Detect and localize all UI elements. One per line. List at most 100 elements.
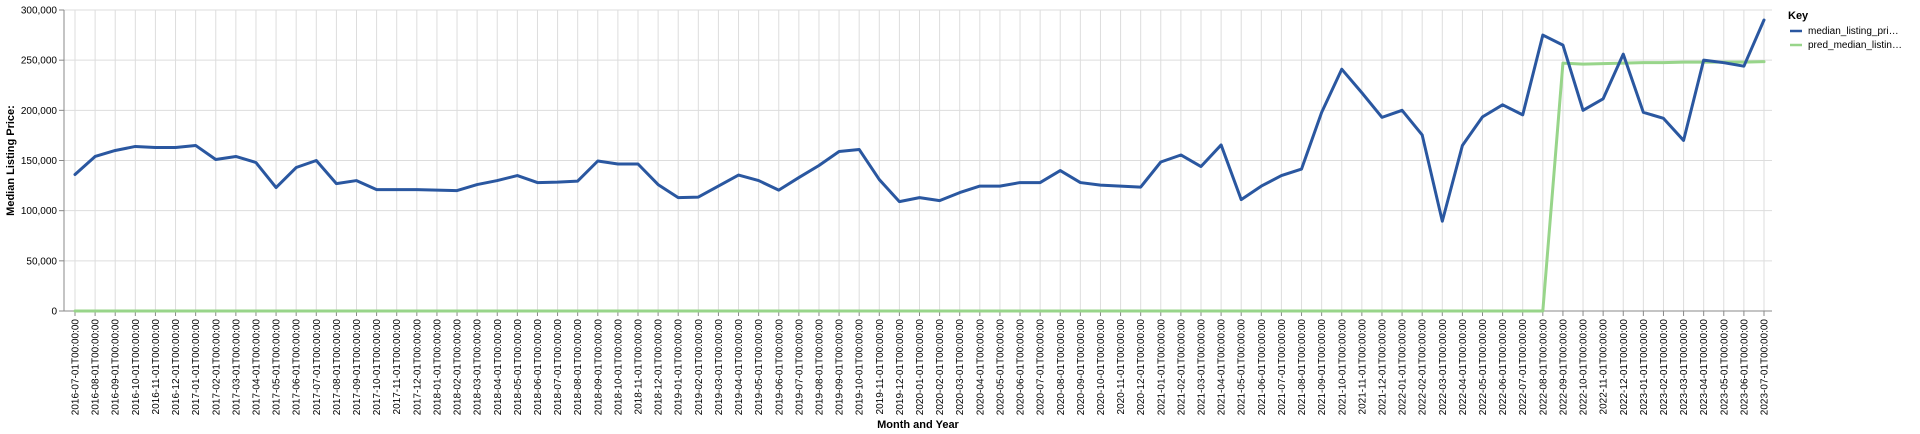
x-tick-label: 2021-11-01T00:00:00 — [1357, 319, 1368, 415]
x-tick-label: 2021-12-01T00:00:00 — [1377, 319, 1388, 416]
x-tick-label: 2023-07-01T00:00:00 — [1760, 319, 1771, 416]
y-tick-label: 200,000 — [21, 106, 58, 117]
x-tick-label: 2023-04-01T00:00:00 — [1699, 319, 1710, 416]
x-tick-label: 2019-05-01T00:00:00 — [754, 319, 765, 416]
x-tick-label: 2021-01-01T00:00:00 — [1156, 319, 1167, 416]
x-tick-label: 2018-10-01T00:00:00 — [613, 319, 624, 416]
x-tick-label: 2022-07-01T00:00:00 — [1518, 319, 1529, 416]
x-tick-label: 2018-09-01T00:00:00 — [593, 319, 604, 416]
series-line-median-listing-price — [73, 18, 1766, 223]
x-tick-label: 2022-08-01T00:00:00 — [1538, 319, 1549, 416]
x-tick-label: 2019-04-01T00:00:00 — [734, 319, 745, 416]
x-tick-label: 2017-09-01T00:00:00 — [352, 319, 363, 416]
x-tick-label: 2020-07-01T00:00:00 — [1036, 319, 1047, 416]
x-tick-label: 2017-04-01T00:00:00 — [251, 319, 262, 416]
x-tick-label: 2016-12-01T00:00:00 — [171, 319, 182, 416]
x-tick-label: 2023-01-01T00:00:00 — [1639, 319, 1650, 416]
x-tick-label: 2017-05-01T00:00:00 — [272, 319, 283, 416]
grid-lines — [64, 9, 1772, 312]
y-tick-label: 50,000 — [26, 256, 57, 267]
x-tick-label: 2020-11-01T00:00:00 — [1116, 319, 1127, 415]
x-tick-label: 2019-02-01T00:00:00 — [694, 319, 705, 416]
x-tick-label: 2020-09-01T00:00:00 — [1076, 319, 1087, 416]
x-tick-label: 2023-05-01T00:00:00 — [1719, 319, 1730, 416]
x-tick-label: 2022-09-01T00:00:00 — [1558, 319, 1569, 416]
legend: Key median_listing_pri… pred_median_listi… — [1788, 10, 1902, 51]
x-tick-label: 2018-07-01T00:00:00 — [553, 319, 564, 416]
x-tick-label: 2017-01-01T00:00:00 — [191, 319, 202, 416]
x-tick-label: 2022-04-01T00:00:00 — [1458, 319, 1469, 416]
x-axis: 2016-07-01T00:00:00 2016-08-01T00:00:00 20… — [64, 310, 1772, 416]
x-tick-label: 2022-06-01T00:00:00 — [1498, 319, 1509, 416]
x-tick-label: 2019-12-01T00:00:00 — [895, 319, 906, 416]
x-tick-label: 2021-07-01T00:00:00 — [1277, 319, 1288, 416]
y-tick-label: 300,000 — [21, 6, 58, 17]
x-tick-label: 2016-07-01T00:00:00 — [71, 319, 82, 416]
x-tick-label: 2020-02-01T00:00:00 — [935, 319, 946, 416]
x-tick-label: 2020-05-01T00:00:00 — [995, 319, 1006, 416]
x-tick-label: 2021-10-01T00:00:00 — [1337, 319, 1348, 416]
series-lines — [73, 18, 1766, 313]
x-tick-label: 2022-02-01T00:00:00 — [1418, 319, 1429, 416]
x-axis-title: Month and Year — [877, 419, 959, 431]
x-tick-label: 2016-11-01T00:00:00 — [151, 319, 162, 415]
x-tick-label: 2023-02-01T00:00:00 — [1659, 319, 1670, 416]
x-tick-label: 2018-01-01T00:00:00 — [432, 319, 443, 416]
x-tick-label: 2018-08-01T00:00:00 — [573, 319, 584, 416]
x-tick-label: 2021-06-01T00:00:00 — [1257, 319, 1268, 416]
legend-label: median_listing_pri… — [1808, 26, 1899, 37]
x-tick-label: 2022-03-01T00:00:00 — [1438, 319, 1449, 416]
x-tick-label: 2019-06-01T00:00:00 — [774, 319, 785, 416]
x-tick-label: 2020-12-01T00:00:00 — [1136, 319, 1147, 416]
y-tick-label: 100,000 — [21, 206, 58, 217]
x-tick-label: 2019-08-01T00:00:00 — [814, 319, 825, 416]
x-tick-label: 2018-11-01T00:00:00 — [634, 319, 645, 415]
x-tick-label: 2016-08-01T00:00:00 — [91, 319, 102, 416]
x-tick-label: 2023-03-01T00:00:00 — [1679, 319, 1690, 416]
x-tick-label: 2022-11-01T00:00:00 — [1599, 319, 1610, 415]
x-tick-label: 2022-01-01T00:00:00 — [1398, 319, 1409, 416]
x-tick-label: 2021-04-01T00:00:00 — [1217, 319, 1228, 416]
x-tick-label: 2020-01-01T00:00:00 — [915, 319, 926, 416]
x-tick-label: 2019-07-01T00:00:00 — [794, 319, 805, 416]
x-tick-label: 2021-08-01T00:00:00 — [1297, 319, 1308, 416]
x-tick-label: 2016-09-01T00:00:00 — [111, 319, 122, 416]
x-tick-label: 2018-06-01T00:00:00 — [533, 319, 544, 416]
x-tick-label: 2019-10-01T00:00:00 — [855, 319, 866, 416]
x-tick-label: 2017-11-01T00:00:00 — [392, 319, 403, 415]
x-tick-label: 2017-10-01T00:00:00 — [372, 319, 383, 416]
y-tick-label: 0 — [51, 307, 57, 318]
x-tick-label: 2020-08-01T00:00:00 — [1056, 319, 1067, 416]
series-line-pred-median-listing-price — [73, 60, 1766, 313]
x-tick-label: 2021-09-01T00:00:00 — [1317, 319, 1328, 416]
x-tick-label: 2018-05-01T00:00:00 — [513, 319, 524, 416]
x-tick-label: 2022-05-01T00:00:00 — [1478, 319, 1489, 416]
x-tick-label: 2020-06-01T00:00:00 — [1016, 319, 1027, 416]
y-axis-title: Median Listing Price: — [5, 105, 17, 216]
x-tick-label: 2017-08-01T00:00:00 — [332, 319, 343, 416]
x-tick-label: 2019-03-01T00:00:00 — [714, 319, 725, 416]
x-tick-label: 2018-03-01T00:00:00 — [473, 319, 484, 416]
x-tick-label: 2021-05-01T00:00:00 — [1237, 319, 1248, 416]
x-tick-label: 2023-06-01T00:00:00 — [1739, 319, 1750, 416]
x-tick-label: 2019-09-01T00:00:00 — [835, 319, 846, 416]
x-tick-label: 2017-06-01T00:00:00 — [292, 319, 303, 416]
y-tick-label: 250,000 — [21, 56, 58, 67]
x-tick-label: 2021-02-01T00:00:00 — [1176, 319, 1187, 416]
x-tick-label: 2022-12-01T00:00:00 — [1619, 319, 1630, 416]
legend-label: pred_median_listin… — [1808, 40, 1902, 51]
x-tick-label: 2022-10-01T00:00:00 — [1579, 319, 1590, 416]
x-tick-label: 2016-10-01T00:00:00 — [131, 319, 142, 416]
x-tick-label: 2020-04-01T00:00:00 — [975, 319, 986, 416]
x-tick-label: 2021-03-01T00:00:00 — [1197, 319, 1208, 416]
x-tick-label: 2017-07-01T00:00:00 — [312, 319, 323, 416]
y-axis: 0 50,000 100,000 150,000 200,000 250,000 300,0… — [21, 6, 65, 318]
x-tick-label: 2020-10-01T00:00:00 — [1096, 319, 1107, 416]
x-tick-label: 2019-01-01T00:00:00 — [674, 319, 685, 416]
x-tick-label: 2018-04-01T00:00:00 — [493, 319, 504, 416]
x-tick-label: 2019-11-01T00:00:00 — [875, 319, 886, 415]
x-tick-label: 2017-03-01T00:00:00 — [231, 319, 242, 416]
x-tick-label: 2017-12-01T00:00:00 — [412, 319, 423, 416]
x-tick-label: 2020-03-01T00:00:00 — [955, 319, 966, 416]
